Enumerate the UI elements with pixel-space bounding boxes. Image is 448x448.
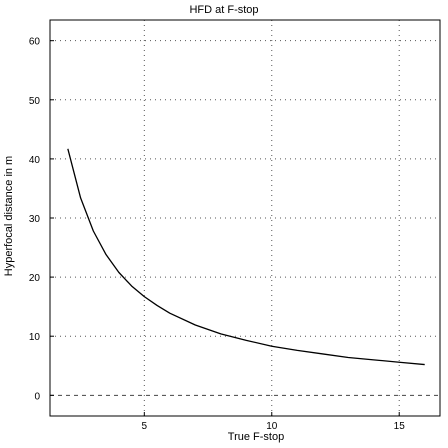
y-axis-label: Hyperfocal distance in m — [3, 156, 15, 276]
y-tick-label: 30 — [29, 214, 41, 225]
axis-ticks: 5 10 15 0 10 20 30 40 50 60 — [29, 37, 405, 432]
y-tick-label: 20 — [29, 273, 41, 284]
y-tick-label: 10 — [29, 332, 41, 343]
series-layer — [67, 148, 425, 366]
chart-title: HFD at F-stop — [189, 4, 258, 16]
y-tick-label: 60 — [29, 37, 41, 48]
y-tick-label: 50 — [29, 96, 41, 107]
hfd-series-line — [67, 148, 425, 366]
x-tick-label: 5 — [142, 421, 148, 432]
grid-lines — [50, 20, 440, 416]
x-tick-label: 10 — [266, 421, 278, 432]
y-tick-label: 40 — [29, 155, 41, 166]
x-tick-label: 15 — [394, 421, 406, 432]
x-axis-label: True F-stop — [228, 431, 284, 443]
y-tick-label: 0 — [34, 391, 40, 402]
